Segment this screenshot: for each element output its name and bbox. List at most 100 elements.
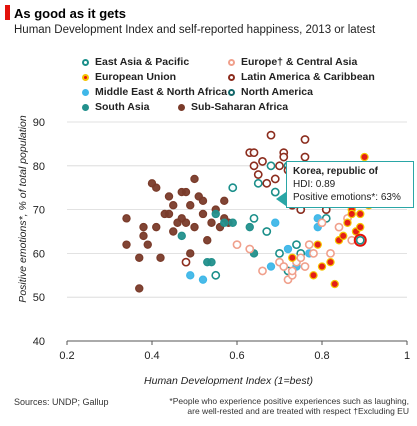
- point-south-asia: [228, 218, 237, 227]
- legend-swatch-middle-east: [82, 88, 89, 96]
- data-tooltip: Korea, republic of HDI: 0.89 Positive em…: [286, 161, 414, 208]
- point-east-asia-pacific: [262, 227, 272, 236]
- point-latin-america-caribbean: [258, 157, 267, 166]
- legend-swatch-latin-america: [228, 73, 235, 81]
- point-sub-saharan-africa: [122, 214, 131, 223]
- point-east-asia-pacific: [211, 270, 221, 280]
- point-east-asia-pacific: [249, 213, 259, 223]
- point-sub-saharan-africa: [164, 209, 174, 219]
- point-european-union: [356, 222, 365, 232]
- point-sub-saharan-africa: [198, 196, 208, 206]
- point-european-union: [326, 257, 335, 267]
- point-east-asia-pacific: [355, 235, 365, 245]
- point-sub-saharan-africa: [198, 209, 208, 219]
- point-latin-america-caribbean: [279, 152, 289, 162]
- legend-swatch-europe-central-asia: [228, 58, 235, 66]
- legend-item-middle-east[interactable]: Middle East & North Africa: [82, 86, 227, 98]
- legend-label: South Asia: [95, 101, 150, 113]
- legend-item-latin-america[interactable]: Latin America & Caribbean: [228, 71, 375, 83]
- point-europe-central-asia: [258, 266, 267, 276]
- legend-item-south-asia[interactable]: South Asia: [82, 101, 149, 113]
- point-sub-saharan-africa: [143, 240, 152, 249]
- point-south-asia: [220, 218, 229, 227]
- point-european-union: [309, 271, 318, 280]
- point-sub-saharan-africa: [156, 253, 165, 262]
- point-sub-saharan-africa: [186, 201, 195, 210]
- point-sub-saharan-africa: [135, 284, 144, 293]
- legend-swatch-sub-saharan-africa: [178, 103, 185, 111]
- x-tick-label: 0.6: [229, 350, 244, 362]
- y-tick-label: 70: [33, 205, 45, 217]
- point-sub-saharan-africa: [152, 183, 161, 192]
- x-tick-label: 0.4: [144, 350, 159, 362]
- point-sub-saharan-africa: [169, 227, 178, 236]
- point-european-union: [343, 218, 352, 227]
- point-sub-saharan-africa: [190, 222, 199, 232]
- point-middle-east-north-africa: [186, 271, 195, 280]
- point-east-asia-pacific: [228, 183, 238, 193]
- point-sub-saharan-africa: [164, 192, 174, 201]
- point-sub-saharan-africa: [207, 218, 216, 227]
- point-middle-east-north-africa: [198, 275, 208, 284]
- x-tick-label: 1: [404, 350, 410, 362]
- point-south-asia: [177, 231, 186, 241]
- tooltip-pointer: [276, 192, 286, 206]
- point-latin-america-caribbean: [262, 178, 272, 188]
- point-europe-central-asia: [296, 253, 306, 263]
- point-south-asia: [211, 209, 220, 219]
- point-european-union: [313, 240, 322, 249]
- legend-label: Sub-Saharan Africa: [191, 101, 289, 113]
- point-sub-saharan-africa: [135, 253, 144, 262]
- tooltip-country: Korea, republic of: [293, 166, 379, 177]
- point-sub-saharan-africa: [203, 236, 212, 245]
- point-european-union: [330, 279, 339, 289]
- legend-swatch-european-union: [82, 73, 89, 81]
- legend-swatch-north-america: [228, 88, 235, 96]
- point-european-union: [356, 209, 365, 219]
- legend-item-north-america[interactable]: North America: [228, 86, 313, 98]
- point-middle-east-north-africa: [283, 244, 293, 254]
- point-east-asia-pacific: [266, 161, 276, 171]
- point-latin-america-caribbean: [253, 170, 263, 179]
- point-europe-central-asia: [304, 240, 314, 250]
- point-latin-america-caribbean: [275, 161, 284, 171]
- point-europe-central-asia: [287, 266, 297, 276]
- point-sub-saharan-africa: [220, 196, 229, 206]
- y-tick-label: 90: [33, 117, 45, 129]
- legend-item-east-asia[interactable]: East Asia & Pacific: [82, 56, 189, 68]
- point-europe-central-asia: [279, 262, 289, 271]
- point-east-asia-pacific: [292, 240, 301, 250]
- point-sub-saharan-africa: [139, 231, 148, 241]
- brand-mark: [5, 5, 10, 20]
- point-european-union: [288, 253, 297, 262]
- highlight-point: [353, 233, 367, 247]
- point-sub-saharan-africa: [181, 187, 191, 197]
- point-latin-america-caribbean: [300, 135, 310, 144]
- point-european-union: [317, 262, 327, 271]
- y-tick-label: 40: [33, 336, 45, 348]
- chart-subtitle: Human Development Index and self-reporte…: [14, 24, 376, 36]
- sources-note: Sources: UNDP; Gallup: [14, 397, 109, 407]
- chart-title: As good as it gets: [14, 6, 126, 21]
- legend-item-sub-saharan-africa[interactable]: Sub-Saharan Africa: [178, 101, 288, 113]
- point-sub-saharan-africa: [186, 249, 195, 258]
- x-tick-label: 0.2: [59, 350, 74, 362]
- point-latin-america-caribbean: [249, 148, 259, 158]
- point-sub-saharan-africa: [139, 222, 148, 232]
- y-tick-label: 60: [33, 248, 45, 260]
- legend-label: Europe† & Central Asia: [241, 56, 358, 68]
- point-middle-east-north-africa: [266, 262, 276, 271]
- point-east-asia-pacific: [253, 178, 263, 188]
- point-sub-saharan-africa: [152, 222, 161, 232]
- point-latin-america-caribbean: [249, 161, 259, 171]
- point-europe-central-asia: [309, 248, 318, 258]
- point-latin-america-caribbean: [266, 130, 276, 140]
- footnote: *People who experience positive experien…: [169, 396, 409, 416]
- point-europe-central-asia: [300, 262, 310, 271]
- legend-item-europe-central-asia[interactable]: Europe† & Central Asia: [228, 56, 357, 68]
- legend-item-european-union[interactable]: European Union: [82, 71, 176, 83]
- point-europe-central-asia: [317, 218, 327, 228]
- point-latin-america-caribbean: [300, 152, 310, 162]
- point-europe-central-asia: [232, 240, 242, 250]
